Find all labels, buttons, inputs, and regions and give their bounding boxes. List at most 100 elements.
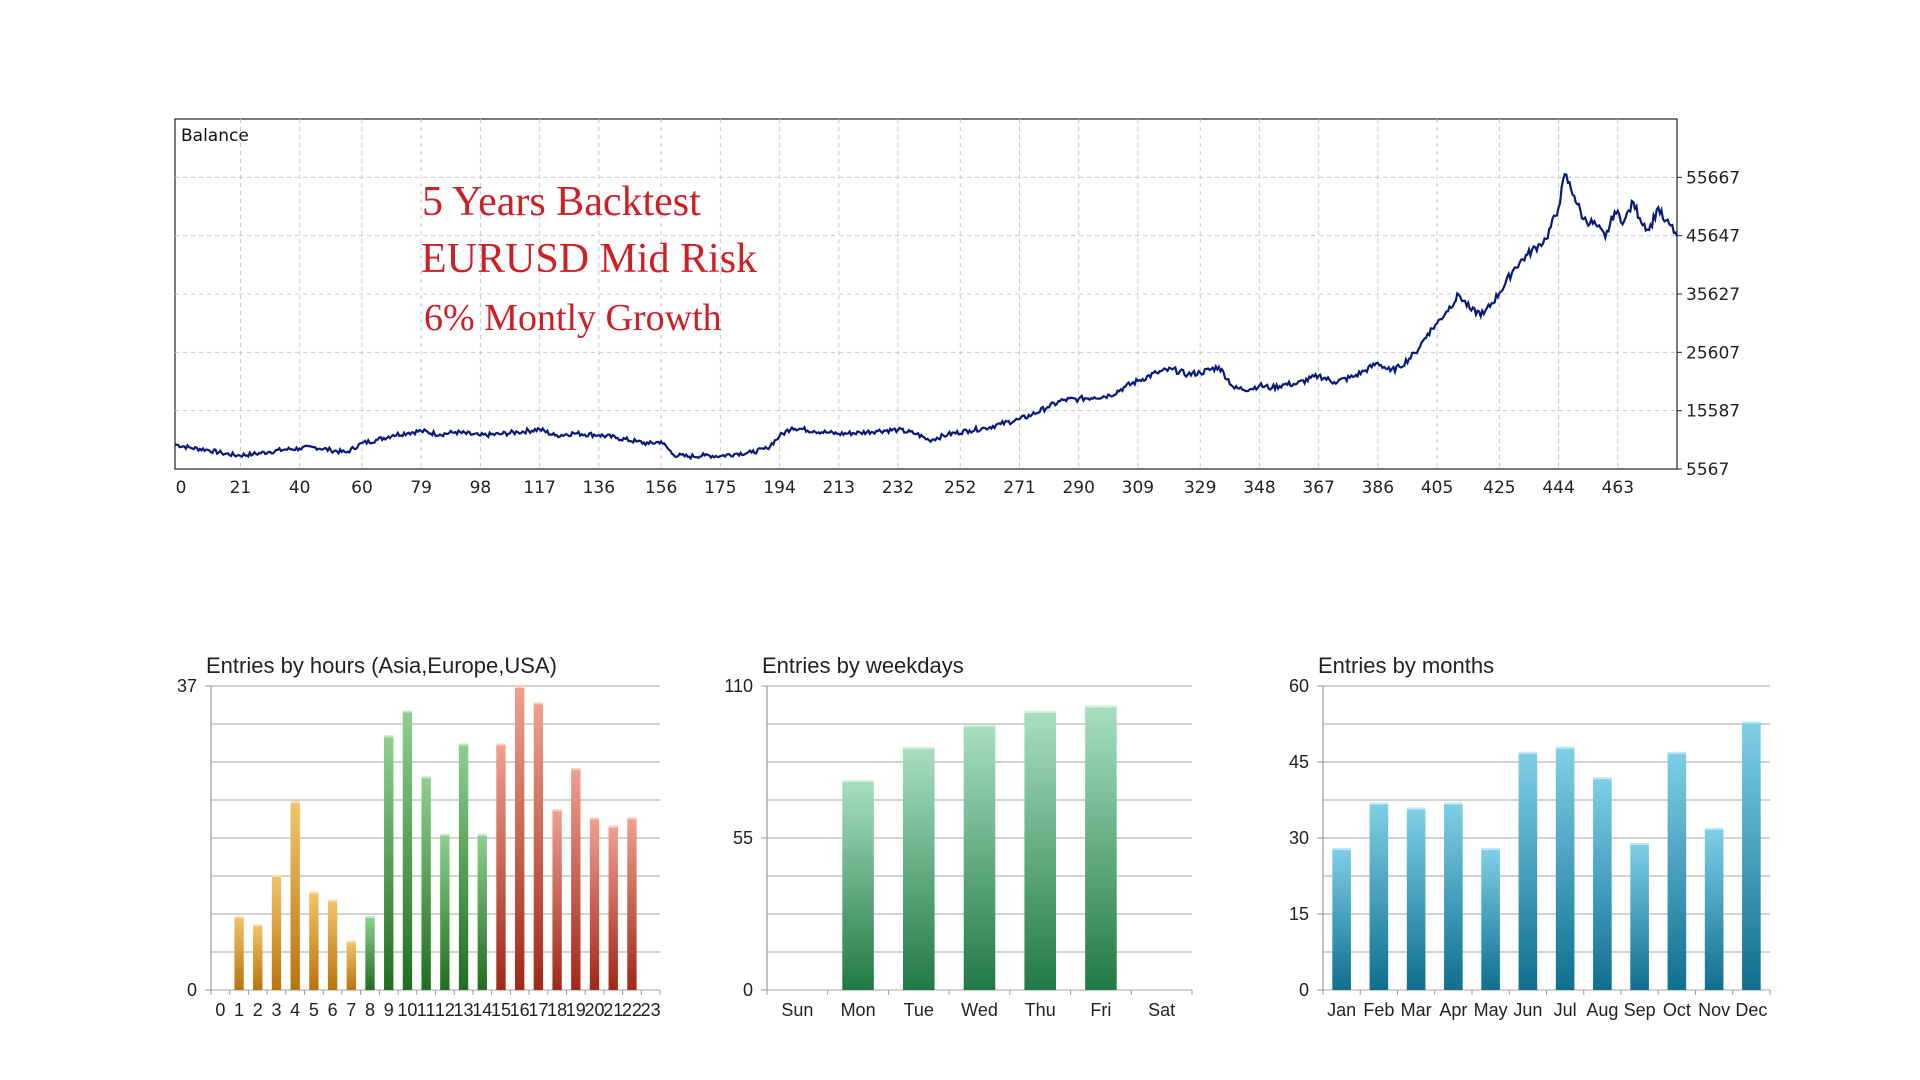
balance-x-tick-label: 232 (882, 478, 914, 498)
balance-y-tick-label: 25607 (1686, 343, 1740, 363)
annotation-line-1: 5 Years Backtest (422, 179, 701, 225)
months-x-tick-label: Jun (1513, 1000, 1542, 1020)
months-bar-highlight (1481, 848, 1500, 851)
hours-bar-highlight (421, 776, 431, 779)
hours-chart-title: Entries by hours (Asia,Europe,USA) (206, 653, 557, 678)
months-bar (1406, 807, 1426, 990)
weekdays-bar-chart: Entries by weekdays 0 55 110 Sun Mon Tue Wed Th… (724, 653, 1193, 1020)
hours-bar-highlight (496, 743, 506, 746)
months-bar (1630, 843, 1649, 990)
months-y-tick-label: 60 (1289, 676, 1309, 696)
balance-x-tick-label: 21 (230, 478, 252, 498)
hours-bar (608, 825, 618, 990)
hours-bar (253, 924, 263, 990)
balance-chart: Balance 5 Years Backtest EURUSD Mid Risk… (174, 118, 1740, 498)
weekdays-x-tick-label: Wed (961, 1000, 998, 1020)
balance-x-tick-label: 329 (1184, 478, 1216, 498)
hours-bar-highlight (253, 924, 263, 927)
hours-x-tick-label: 15 (491, 1000, 511, 1020)
hours-bar-highlight (290, 801, 300, 804)
balance-x-tick-label: 98 (470, 478, 492, 498)
months-bar-highlight (1406, 807, 1426, 810)
months-x-tick-label: May (1474, 1000, 1508, 1020)
hours-bar-highlight (477, 833, 487, 836)
hours-bar (589, 817, 600, 990)
weekdays-y-tick-label: 55 (733, 828, 753, 848)
balance-x-tick-label: 309 (1122, 478, 1154, 498)
hours-bar (552, 809, 562, 990)
annotation-line-2: EURUSD Mid Risk (421, 236, 757, 282)
hours-x-tick-label: 20 (585, 1000, 605, 1020)
hours-bar (234, 916, 244, 990)
hours-bar (421, 776, 431, 990)
months-chart-title: Entries by months (1318, 653, 1494, 678)
hours-bar (440, 833, 450, 990)
balance-x-tick-label: 175 (704, 478, 736, 498)
balance-y-tick-label: 15587 (1686, 402, 1740, 422)
balance-y-tick-label: 55667 (1686, 168, 1740, 188)
months-bar (1481, 848, 1500, 990)
hours-bar-highlight (346, 940, 356, 943)
hours-y-tick-label: 37 (177, 676, 197, 696)
weekdays-y-tick-label: 0 (743, 980, 753, 1000)
hours-bar (309, 891, 319, 990)
hours-bar (290, 801, 300, 990)
balance-y-tick-label: 5567 (1686, 460, 1729, 480)
hours-bar-highlight (234, 916, 244, 919)
weekdays-bar (903, 746, 935, 990)
balance-x-tick-label: 405 (1421, 478, 1453, 498)
hours-x-tick-label: 18 (547, 1000, 567, 1020)
months-bar-highlight (1332, 848, 1351, 851)
hours-bar (327, 899, 338, 990)
weekdays-bar (1024, 710, 1056, 990)
months-x-tick-label: Mar (1401, 1000, 1432, 1020)
hours-bar-highlight (515, 686, 525, 688)
months-y-tick-label: 30 (1289, 828, 1309, 848)
balance-y-ticks: 55667 45647 35627 25607 15587 5567 (1677, 168, 1740, 480)
weekdays-bar-highlight (1024, 710, 1056, 713)
months-bar (1369, 802, 1389, 990)
months-x-tick-label: Jan (1327, 1000, 1356, 1020)
hours-bar-highlight (271, 874, 282, 877)
hours-bar-highlight (533, 702, 544, 705)
hours-x-tick-label: 16 (510, 1000, 530, 1020)
hours-x-tick-label: 13 (454, 1000, 474, 1020)
hours-bar-highlight (608, 825, 618, 828)
hours-bar-highlight (384, 735, 394, 738)
hours-x-tick-label: 6 (328, 1000, 338, 1020)
hours-bar (515, 686, 525, 990)
balance-x-tick-label: 60 (351, 478, 373, 498)
hours-x-tick-label: 12 (435, 1000, 455, 1020)
hours-x-tick-label: 17 (528, 1000, 548, 1020)
balance-x-tick-label: 194 (763, 478, 795, 498)
balance-x-tick-label: 156 (645, 478, 677, 498)
hours-x-tick-label: 21 (603, 1000, 623, 1020)
months-x-tick-label: Oct (1663, 1000, 1691, 1020)
months-x-tick-label: Sep (1624, 1000, 1656, 1020)
months-y-tick-label: 45 (1289, 752, 1309, 772)
hours-bar (346, 940, 356, 990)
months-x-tick-label: Aug (1586, 1000, 1618, 1020)
hours-bar (365, 916, 375, 990)
hours-x-tick-label: 3 (271, 1000, 281, 1020)
hours-bar-highlight (571, 768, 581, 771)
months-bar (1593, 777, 1612, 990)
hours-bar (533, 702, 544, 990)
hours-x-tick-label: 19 (566, 1000, 586, 1020)
balance-x-tick-label: 425 (1483, 478, 1515, 498)
months-bar (1518, 751, 1538, 990)
hours-bar-highlight (552, 809, 562, 812)
balance-x-tick-label: 0 (176, 478, 187, 498)
months-bar-chart: Entries by months 0 15 30 45 60 Jan Feb Mar Apr M… (1289, 653, 1771, 1020)
weekdays-bar-highlight (842, 779, 874, 782)
months-bar-highlight (1630, 843, 1649, 846)
months-y-tick-label: 0 (1299, 980, 1309, 1000)
months-bar-highlight (1704, 827, 1724, 830)
balance-x-tick-label: 79 (410, 478, 432, 498)
weekdays-bar (963, 724, 996, 990)
hours-x-tick-label: 23 (641, 1000, 661, 1020)
hours-bar (271, 874, 282, 990)
balance-title: Balance (181, 126, 249, 146)
weekdays-bar (1085, 705, 1117, 990)
